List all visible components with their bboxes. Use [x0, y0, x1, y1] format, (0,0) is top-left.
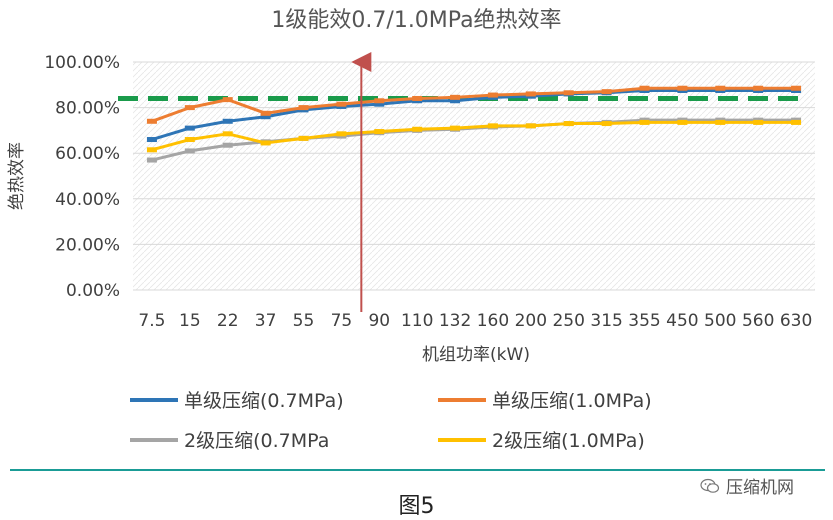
wechat-icon	[700, 478, 720, 493]
legend-swatch	[438, 437, 486, 442]
y-tick-label: 0.00%	[66, 281, 120, 301]
legend-label: 2级压缩(0.7MPa	[184, 430, 330, 452]
divider	[10, 469, 825, 471]
x-tick-label: 75	[331, 311, 353, 331]
series-layer	[146, 85, 802, 163]
x-tick-label: 37	[255, 311, 277, 331]
watermark: 压缩机网	[700, 473, 794, 498]
y-tick-label: 20.00%	[55, 235, 120, 255]
legend-label: 2级压缩(1.0MPa)	[492, 430, 645, 452]
legend-swatch	[130, 437, 178, 442]
legend: 单级压缩(0.7MPa) 单级压缩(1.0MPa) 2级压缩(0.7MPa 2级…	[130, 378, 770, 458]
legend-item-3: 2级压缩(0.7MPa	[130, 426, 329, 453]
legend-label: 单级压缩(1.0MPa)	[492, 390, 652, 412]
x-tick-label: 110	[401, 311, 433, 331]
legend-item-4: 2级压缩(1.0MPa)	[438, 426, 645, 453]
x-tick-label: 315	[590, 311, 622, 331]
y-tick-label: 80.00%	[55, 99, 120, 119]
series-line	[151, 120, 797, 152]
x-tick-label: 160	[477, 311, 509, 331]
x-tick-label: 630	[780, 311, 812, 331]
y-tick-label: 60.00%	[55, 144, 120, 164]
x-tick-label: 450	[666, 311, 698, 331]
line-chart: 0.00% 20.00% 40.00% 60.00% 80.00% 100.00% 7.5…	[7, 52, 815, 365]
x-tick-label: 22	[217, 311, 239, 331]
series-line	[151, 86, 797, 123]
x-tick-label: 250	[552, 311, 584, 331]
y-axis-label: 绝热效率	[7, 142, 27, 210]
series-line	[151, 89, 797, 141]
legend-item-2: 单级压缩(1.0MPa)	[438, 386, 652, 413]
x-tick-label: 355	[628, 311, 660, 331]
x-tick-label: 560	[742, 311, 774, 331]
watermark-text: 压缩机网	[726, 478, 794, 498]
legend-label: 单级压缩(0.7MPa)	[184, 390, 344, 412]
series-2	[146, 85, 802, 124]
y-tick-label: 40.00%	[55, 190, 120, 210]
y-axis: 0.00% 20.00% 40.00% 60.00% 80.00% 100.00%	[44, 53, 120, 301]
chart-title: 1级能效0.7/1.0MPa绝热效率	[271, 8, 562, 33]
legend-swatch	[130, 397, 178, 402]
x-axis: 7.5 15 22 37 55 75 90 110 132 160 200 250 315 355 450 5…	[138, 311, 812, 331]
series-4	[146, 119, 802, 153]
legend-item-1: 单级压缩(0.7MPa)	[130, 386, 344, 413]
legend-swatch	[438, 397, 486, 402]
x-tick-label: 7.5	[138, 311, 165, 331]
figure-caption: 图5	[398, 494, 435, 519]
x-tick-label: 132	[439, 311, 471, 331]
x-tick-label: 200	[515, 311, 547, 331]
y-tick-label: 100.00%	[44, 53, 120, 73]
x-tick-label: 15	[179, 311, 201, 331]
x-axis-label: 机组功率(kW)	[422, 345, 530, 365]
x-tick-label: 90	[368, 311, 390, 331]
x-tick-label: 500	[704, 311, 736, 331]
x-tick-label: 55	[293, 311, 315, 331]
